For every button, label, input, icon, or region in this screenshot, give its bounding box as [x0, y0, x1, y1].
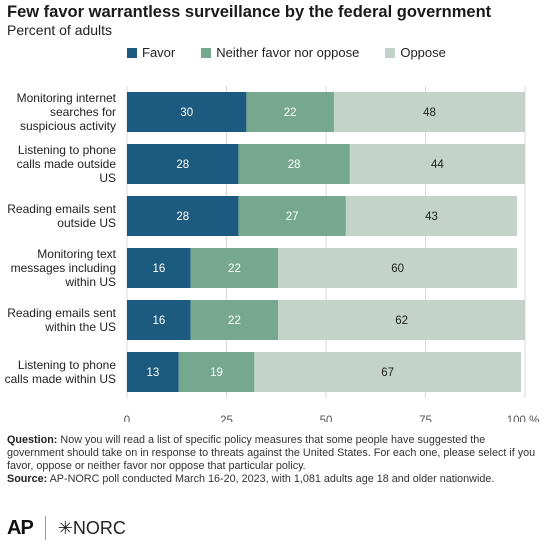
data-label: 27	[286, 211, 299, 223]
category-label-line: messages including	[11, 261, 116, 275]
data-label: 48	[423, 107, 436, 119]
bar-segment	[127, 92, 247, 132]
data-label: 28	[176, 159, 189, 171]
bar-segment	[345, 196, 518, 236]
bar-segment	[254, 352, 522, 392]
data-label: 13	[146, 367, 159, 379]
data-label: 19	[210, 367, 223, 379]
question-text: Now you will read a list of specific pol…	[7, 434, 536, 472]
category-label-line: suspicious activity	[20, 119, 116, 133]
category-label: Monitoring internet searches for suspiciou…	[17, 91, 117, 133]
x-tick-label: 75	[419, 415, 432, 422]
x-tick-label: 25	[220, 415, 233, 422]
category-label-line: Reading emails sent	[7, 202, 116, 216]
bar-segment	[238, 144, 350, 184]
source-label: Source:	[7, 473, 48, 485]
category-label: Monitoring text messages including within …	[11, 247, 117, 289]
norc-logo: ✳NORC	[57, 517, 126, 538]
category-label: Listening to phone calls made outside US	[17, 143, 117, 185]
category-label: Reading emails sent outside US	[7, 202, 116, 230]
category-label: Listening to phone calls made within US	[5, 358, 117, 386]
stacked-bar-chart: 30 22 48 Monitoring internet searches for sus…	[5, 86, 540, 422]
category-label-line: US	[99, 171, 116, 185]
legend-swatch-oppose	[385, 47, 396, 58]
legend-item-favor: Favor	[127, 45, 175, 60]
data-label: 22	[284, 107, 297, 119]
bar-segment	[127, 300, 191, 340]
category-label-line: Monitoring text	[37, 247, 116, 261]
question-label: Question:	[7, 434, 58, 446]
category-label-line: calls made within US	[5, 372, 116, 386]
x-tick-label: 50	[320, 415, 333, 422]
bar-segment	[127, 144, 239, 184]
category-label-line: Listening to phone	[18, 358, 116, 372]
bar-segment	[349, 144, 525, 184]
bar-segment	[190, 248, 279, 288]
category-label: Reading emails sent within the US	[7, 306, 116, 334]
x-tick-label: 0	[124, 415, 130, 422]
legend-label-neither: Neither favor nor oppose	[216, 45, 360, 60]
data-label: 22	[228, 315, 241, 327]
bar-segment	[178, 352, 255, 392]
data-label: 16	[152, 315, 165, 327]
category-label-line: within US	[64, 275, 116, 289]
category-label-line: within the US	[44, 320, 116, 334]
category-label-line: Reading emails sent	[7, 306, 116, 320]
legend-item-neither: Neither favor nor oppose	[201, 45, 359, 60]
x-tick-label: 100 %	[507, 415, 540, 422]
logo-divider	[44, 516, 46, 540]
category-label-line: outside US	[57, 216, 116, 230]
footnote: Question: Now you will read a list of sp…	[7, 434, 537, 486]
category-label-line: Listening to phone	[18, 143, 116, 157]
legend-swatch-favor	[127, 47, 137, 58]
legend-item-oppose: Oppose	[385, 45, 446, 60]
legend-label-oppose: Oppose	[400, 45, 446, 60]
bar-segment	[278, 248, 518, 288]
chart-subtitle: Percent of adults	[7, 22, 113, 38]
bar-segment	[127, 196, 239, 236]
bar-segment	[246, 92, 334, 132]
data-label: 62	[395, 315, 408, 327]
bar-segment	[333, 92, 525, 132]
bar-segment	[238, 196, 346, 236]
data-label: 30	[180, 107, 193, 119]
legend-swatch-neither	[201, 47, 212, 58]
data-label: 60	[391, 263, 404, 275]
chart-title: Few favor warrantless surveillance by th…	[7, 3, 492, 21]
data-label: 43	[425, 211, 438, 223]
data-label: 28	[176, 211, 189, 223]
data-label: 22	[228, 263, 241, 275]
logos: AP ✳NORC	[7, 516, 126, 540]
bar-segment	[190, 300, 279, 340]
bar-segment	[278, 300, 525, 340]
legend-label-favor: Favor	[142, 45, 176, 60]
data-label: 28	[288, 159, 301, 171]
data-label: 16	[152, 263, 165, 275]
data-label: 44	[431, 159, 444, 171]
data-label: 67	[381, 367, 394, 379]
bar-segment	[127, 248, 191, 288]
source-text: AP-NORC poll conducted March 16-20, 2023…	[49, 473, 495, 485]
category-label-line: calls made outside	[17, 157, 117, 171]
ap-logo: AP	[7, 516, 34, 539]
category-label-line: searches for	[50, 105, 116, 119]
legend: Favor Neither favor nor oppose Oppose	[127, 45, 472, 60]
category-label-line: Monitoring internet	[17, 91, 117, 105]
bar-segment	[127, 352, 179, 392]
